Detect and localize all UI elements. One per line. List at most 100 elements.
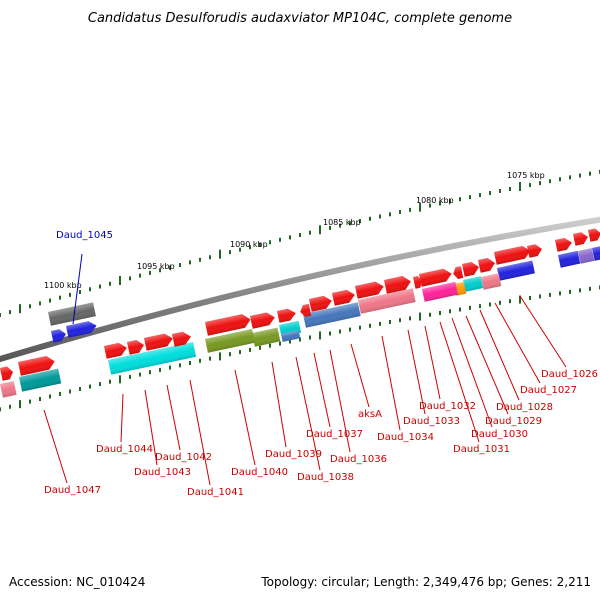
scale-tick	[269, 343, 271, 348]
scale-tick	[279, 341, 281, 346]
gene-features	[0, 228, 600, 398]
gene-label-daud-1044[interactable]: Daud_1044	[96, 444, 153, 455]
leader-line-daud-1045	[72, 253, 83, 325]
gene-feature-daud-1028[interactable]	[497, 260, 535, 281]
scale-tick	[99, 284, 101, 289]
gene-label-daud-1039[interactable]: Daud_1039	[265, 449, 322, 460]
gene-labels: Daud_1026 Daud_1027 Daud_1028 Daud_1029 …	[44, 230, 598, 498]
scale-tick	[179, 363, 181, 368]
gene-feature-daud-1038[interactable]	[309, 294, 333, 312]
scale-tick	[229, 352, 231, 357]
scale-tick	[159, 268, 161, 273]
scale-tick	[69, 292, 71, 297]
scale-tick	[149, 270, 151, 275]
scale-tick	[239, 247, 241, 252]
gene-feature-daud-1036[interactable]	[303, 302, 361, 328]
leader-line-daud-1039	[271, 361, 287, 448]
gene-feature-daud-1027[interactable]	[494, 245, 532, 265]
scale-tick	[569, 175, 571, 180]
leader-line-daud-1031	[439, 321, 480, 443]
scale-tick	[219, 352, 221, 361]
gene-feature	[277, 308, 296, 323]
gene-feature-daud-1033[interactable]	[422, 281, 458, 302]
gene-label-daud-1031[interactable]: Daud_1031	[453, 444, 510, 455]
gene-label-daud-1045[interactable]: Daud_1045	[56, 230, 113, 241]
leader-line-daud-1047	[43, 409, 68, 484]
scale-tick	[79, 290, 81, 295]
gene-feature-daud-1031[interactable]	[463, 276, 484, 292]
gene-feature-daud-1034[interactable]	[419, 267, 453, 287]
gene-label-daud-1036[interactable]: Daud_1036	[330, 454, 387, 465]
scale-tick	[429, 312, 431, 317]
scale-tick	[229, 250, 231, 255]
gene-feature	[172, 331, 191, 347]
leader-line-daud-1028	[479, 309, 520, 401]
gene-label-daud-1043[interactable]: Daud_1043	[134, 467, 191, 478]
gene-feature	[0, 366, 14, 381]
leader-line-daud-1033	[407, 329, 426, 415]
gene-label-daud-1028[interactable]: Daud_1028	[496, 402, 553, 413]
scale-tick	[139, 372, 141, 377]
gene-label-daud-1032[interactable]: Daud_1032	[419, 401, 476, 412]
scale-tick	[529, 183, 531, 188]
gene-label-daud-1030[interactable]: Daud_1030	[471, 429, 528, 440]
gene-feature-daud-1045[interactable]	[66, 320, 98, 338]
gene-feature-daud-1041[interactable]	[205, 329, 255, 353]
scale-tick	[559, 177, 561, 182]
gene-label-daud-1038[interactable]: Daud_1038	[297, 472, 354, 483]
scale-tick	[589, 286, 591, 291]
scale-label-1100: 1100 kbp	[44, 281, 82, 290]
leader-line-aksa	[350, 343, 370, 408]
gene-label-daud-1034[interactable]: Daud_1034	[377, 432, 434, 443]
scale-tick	[469, 195, 471, 200]
scale-tick	[499, 189, 501, 194]
scale-tick	[129, 374, 131, 379]
gene-feature-daud-1026[interactable]	[527, 243, 543, 258]
scale-tick	[119, 276, 121, 286]
gene-feature-daud-1029[interactable]	[478, 257, 496, 273]
gene-feature-daud-1044[interactable]	[104, 341, 128, 359]
gene-label-daud-1040[interactable]: Daud_1040	[231, 467, 288, 478]
scale-tick	[149, 370, 151, 375]
scale-label-1075: 1075 kbp	[507, 171, 545, 180]
gene-feature-daud-1032[interactable]	[452, 266, 464, 280]
scale-tick	[109, 379, 111, 384]
gene-label-daud-1029[interactable]: Daud_1029	[485, 416, 542, 427]
gene-feature-daud-1042[interactable]	[146, 342, 197, 367]
gene-label-daud-1027[interactable]: Daud_1027	[520, 385, 577, 396]
scale-tick	[549, 179, 551, 184]
leader-line-daud-1030	[451, 317, 493, 428]
gene-label-aksa[interactable]: aksA	[358, 409, 382, 420]
scale-labels: 1075 kbp 1080 kbp 1085 kbp 1090 kbp 1095…	[44, 171, 545, 290]
scale-tick	[199, 358, 201, 363]
gene-label-daud-1026[interactable]: Daud_1026	[541, 369, 598, 380]
gene-label-daud-1041[interactable]: Daud_1041	[187, 487, 244, 498]
gene-feature-aksa[interactable]	[384, 275, 412, 294]
scale-tick	[399, 318, 401, 323]
scale-label-1095: 1095 kbp	[137, 262, 175, 271]
scale-tick	[19, 400, 21, 409]
leader-line-daud-1038	[295, 356, 321, 471]
gene-label-daud-1042[interactable]: Daud_1042	[155, 452, 212, 463]
gene-feature-daud-1040[interactable]	[250, 311, 276, 329]
gene-label-daud-1037[interactable]: Daud_1037	[306, 429, 363, 440]
gene-feature	[573, 232, 588, 246]
gene-feature-daud-1037[interactable]	[332, 288, 356, 306]
scale-tick	[489, 191, 491, 196]
genome-backbone	[0, 216, 600, 363]
gene-label-daud-1033[interactable]: Daud_1033	[403, 416, 460, 427]
scale-tick	[259, 345, 261, 350]
gene-label-daud-1047[interactable]: Daud_1047	[44, 485, 101, 496]
scale-ticks	[0, 169, 600, 412]
scale-tick	[439, 201, 441, 206]
map-title: Candidatus Desulforudis audaxviator MP10…	[88, 11, 512, 26]
gene-feature-daud-1047[interactable]	[18, 355, 56, 376]
gene-leaders	[43, 253, 567, 486]
scale-tick	[349, 327, 351, 332]
scale-tick	[249, 245, 251, 250]
scale-tick	[129, 276, 131, 281]
gene-feature-daud-1043[interactable]	[144, 332, 174, 351]
scale-tick	[449, 309, 451, 314]
leader-line-daud-1040	[234, 369, 256, 466]
gene-feature-daud-1030[interactable]	[462, 261, 480, 277]
